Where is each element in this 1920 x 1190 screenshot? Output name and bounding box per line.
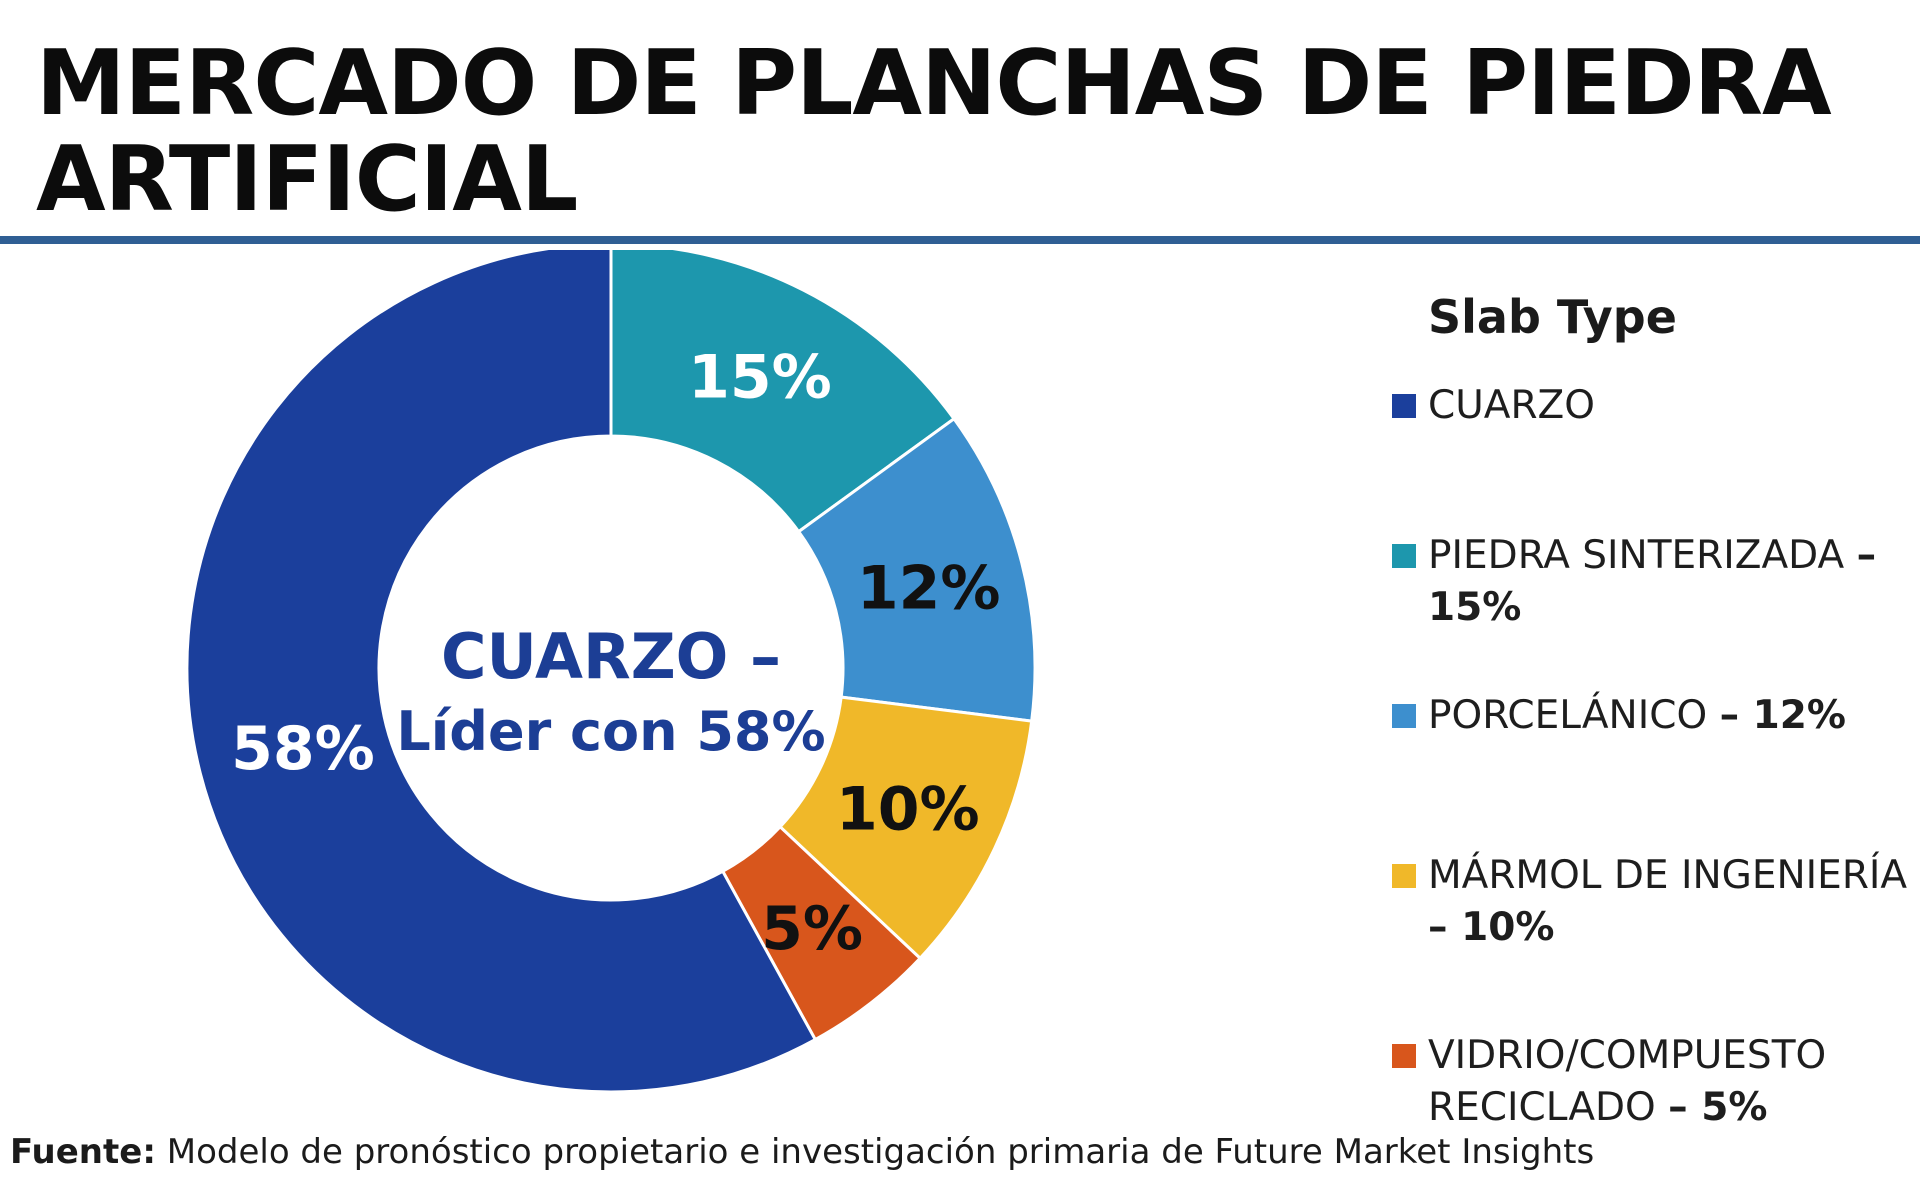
legend-swatch	[1392, 704, 1416, 728]
center-label-line-1: CUARZO –	[441, 620, 781, 693]
legend-swatch	[1392, 864, 1416, 888]
legend-label: CUARZO	[1428, 380, 1908, 432]
legend-title: Slab Type	[1428, 290, 1677, 344]
legend-label-name: PIEDRA SINTERIZADA	[1428, 533, 1845, 578]
legend: Slab Type CUARZO PIEDRA SINTERIZADA – 15%…	[1390, 290, 1910, 1130]
donut-chart: 15% 12% 10% 5% 58% CUARZO – Líder con 58%	[185, 250, 1037, 1094]
chart-title: MERCADO DE PLANCHAS DE PIEDRA ARTIFICIAL	[36, 31, 1832, 232]
slice-porcelanico	[796, 416, 1037, 723]
legend-label-name: MÁRMOL DE INGENIERÍA	[1428, 853, 1908, 898]
slice-label-marmol-de-ingenieria: 10%	[836, 775, 980, 845]
slice-label-porcelanico: 12%	[857, 553, 1001, 623]
source-note: Fuente: Modelo de pronóstico propietario…	[10, 1132, 1910, 1172]
title-divider	[0, 236, 1920, 244]
source-prefix: Fuente:	[10, 1132, 156, 1172]
legend-label-value: – 10%	[1428, 905, 1555, 950]
legend-label-name: CUARZO	[1428, 383, 1595, 428]
slice-piedra-sinterizada	[609, 250, 957, 534]
legend-swatch	[1392, 544, 1416, 568]
legend-swatch	[1392, 1044, 1416, 1068]
legend-label-name: VIDRIO/COMPUESTO RECICLADO	[1428, 1033, 1827, 1130]
slice-label-piedra-sinterizada: 15%	[688, 343, 832, 413]
slice-cuarzo	[185, 250, 818, 1094]
legend-swatch	[1392, 394, 1416, 418]
legend-label-value: – 5%	[1668, 1085, 1768, 1130]
legend-label: PORCELÁNICO – 12%	[1428, 690, 1908, 742]
legend-label: MÁRMOL DE INGENIERÍA – 10%	[1428, 850, 1908, 954]
center-label-line-2: Líder con 58%	[396, 700, 825, 763]
legend-label: PIEDRA SINTERIZADA – 15%	[1428, 530, 1908, 634]
legend-label-name: PORCELÁNICO	[1428, 693, 1708, 738]
slice-label-vidrio-compuesto-reciclado: 5%	[761, 894, 863, 964]
legend-label-value: – 12%	[1719, 693, 1846, 738]
legend-label-value: – 15%	[1428, 533, 1877, 630]
legend-label: VIDRIO/COMPUESTO RECICLADO – 5%	[1428, 1030, 1908, 1134]
slice-label-cuarzo: 58%	[231, 714, 375, 784]
source-text: Modelo de pronóstico propietario e inves…	[155, 1132, 1595, 1172]
